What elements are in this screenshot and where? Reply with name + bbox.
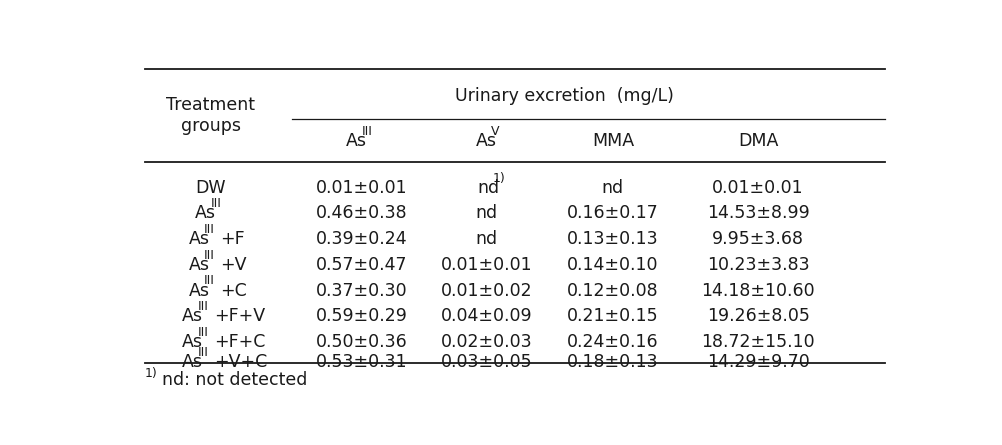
Text: As: As <box>182 307 203 325</box>
Text: 14.53±8.99: 14.53±8.99 <box>706 204 810 222</box>
Text: 0.01±0.01: 0.01±0.01 <box>317 179 408 197</box>
Text: nd: nd <box>602 179 624 197</box>
Text: nd: nd <box>477 179 499 197</box>
Text: nd: nd <box>475 230 497 248</box>
Text: Treatment
groups: Treatment groups <box>166 96 256 135</box>
Text: 0.24±0.16: 0.24±0.16 <box>567 333 658 351</box>
Text: 0.21±0.15: 0.21±0.15 <box>567 307 658 325</box>
Text: nd: not detected: nd: not detected <box>161 371 308 388</box>
Text: 0.03±0.05: 0.03±0.05 <box>441 353 532 372</box>
Text: DMA: DMA <box>737 132 779 150</box>
Text: As: As <box>182 333 203 351</box>
Text: 0.18±0.13: 0.18±0.13 <box>567 353 658 372</box>
Text: III: III <box>204 275 215 287</box>
Text: 14.18±10.60: 14.18±10.60 <box>701 282 815 299</box>
Text: As: As <box>476 132 497 150</box>
Text: 0.39±0.24: 0.39±0.24 <box>317 230 408 248</box>
Text: III: III <box>197 300 208 313</box>
Text: +V+C: +V+C <box>214 353 268 372</box>
Text: 1): 1) <box>493 172 505 185</box>
Text: DW: DW <box>195 179 225 197</box>
Text: As: As <box>182 353 203 372</box>
Text: +F+C: +F+C <box>214 333 266 351</box>
Text: 0.46±0.38: 0.46±0.38 <box>317 204 408 222</box>
Text: 1): 1) <box>144 367 157 380</box>
Text: 0.14±0.10: 0.14±0.10 <box>567 256 658 274</box>
Text: III: III <box>204 249 215 262</box>
Text: 0.16±0.17: 0.16±0.17 <box>567 204 658 222</box>
Text: +V: +V <box>220 256 246 274</box>
Text: 0.59±0.29: 0.59±0.29 <box>317 307 408 325</box>
Text: 0.02±0.03: 0.02±0.03 <box>441 333 532 351</box>
Text: 0.57±0.47: 0.57±0.47 <box>317 256 408 274</box>
Text: 0.01±0.01: 0.01±0.01 <box>441 256 532 274</box>
Text: As: As <box>346 132 367 150</box>
Text: V: V <box>491 125 500 138</box>
Text: MMA: MMA <box>592 132 634 150</box>
Text: Urinary excretion  (mg/L): Urinary excretion (mg/L) <box>455 87 673 105</box>
Text: +F+V: +F+V <box>214 307 266 325</box>
Text: 0.01±0.02: 0.01±0.02 <box>441 282 532 299</box>
Text: 10.23±3.83: 10.23±3.83 <box>706 256 810 274</box>
Text: 19.26±8.05: 19.26±8.05 <box>706 307 810 325</box>
Text: As: As <box>188 282 209 299</box>
Text: III: III <box>204 223 215 236</box>
Text: +C: +C <box>220 282 247 299</box>
Text: As: As <box>188 230 209 248</box>
Text: III: III <box>362 125 373 138</box>
Text: 0.13±0.13: 0.13±0.13 <box>567 230 658 248</box>
Text: 0.53±0.31: 0.53±0.31 <box>317 353 408 372</box>
Text: 14.29±9.70: 14.29±9.70 <box>706 353 810 372</box>
Text: nd: nd <box>475 204 497 222</box>
Text: 18.72±15.10: 18.72±15.10 <box>701 333 815 351</box>
Text: III: III <box>210 197 221 210</box>
Text: As: As <box>188 256 209 274</box>
Text: 0.04±0.09: 0.04±0.09 <box>441 307 532 325</box>
Text: As: As <box>194 204 215 222</box>
Text: 0.01±0.01: 0.01±0.01 <box>712 179 804 197</box>
Text: 0.12±0.08: 0.12±0.08 <box>567 282 658 299</box>
Text: 0.50±0.36: 0.50±0.36 <box>317 333 408 351</box>
Text: III: III <box>197 346 208 360</box>
Text: 9.95±3.68: 9.95±3.68 <box>712 230 805 248</box>
Text: +F: +F <box>220 230 245 248</box>
Text: 0.37±0.30: 0.37±0.30 <box>317 282 408 299</box>
Text: III: III <box>197 326 208 339</box>
